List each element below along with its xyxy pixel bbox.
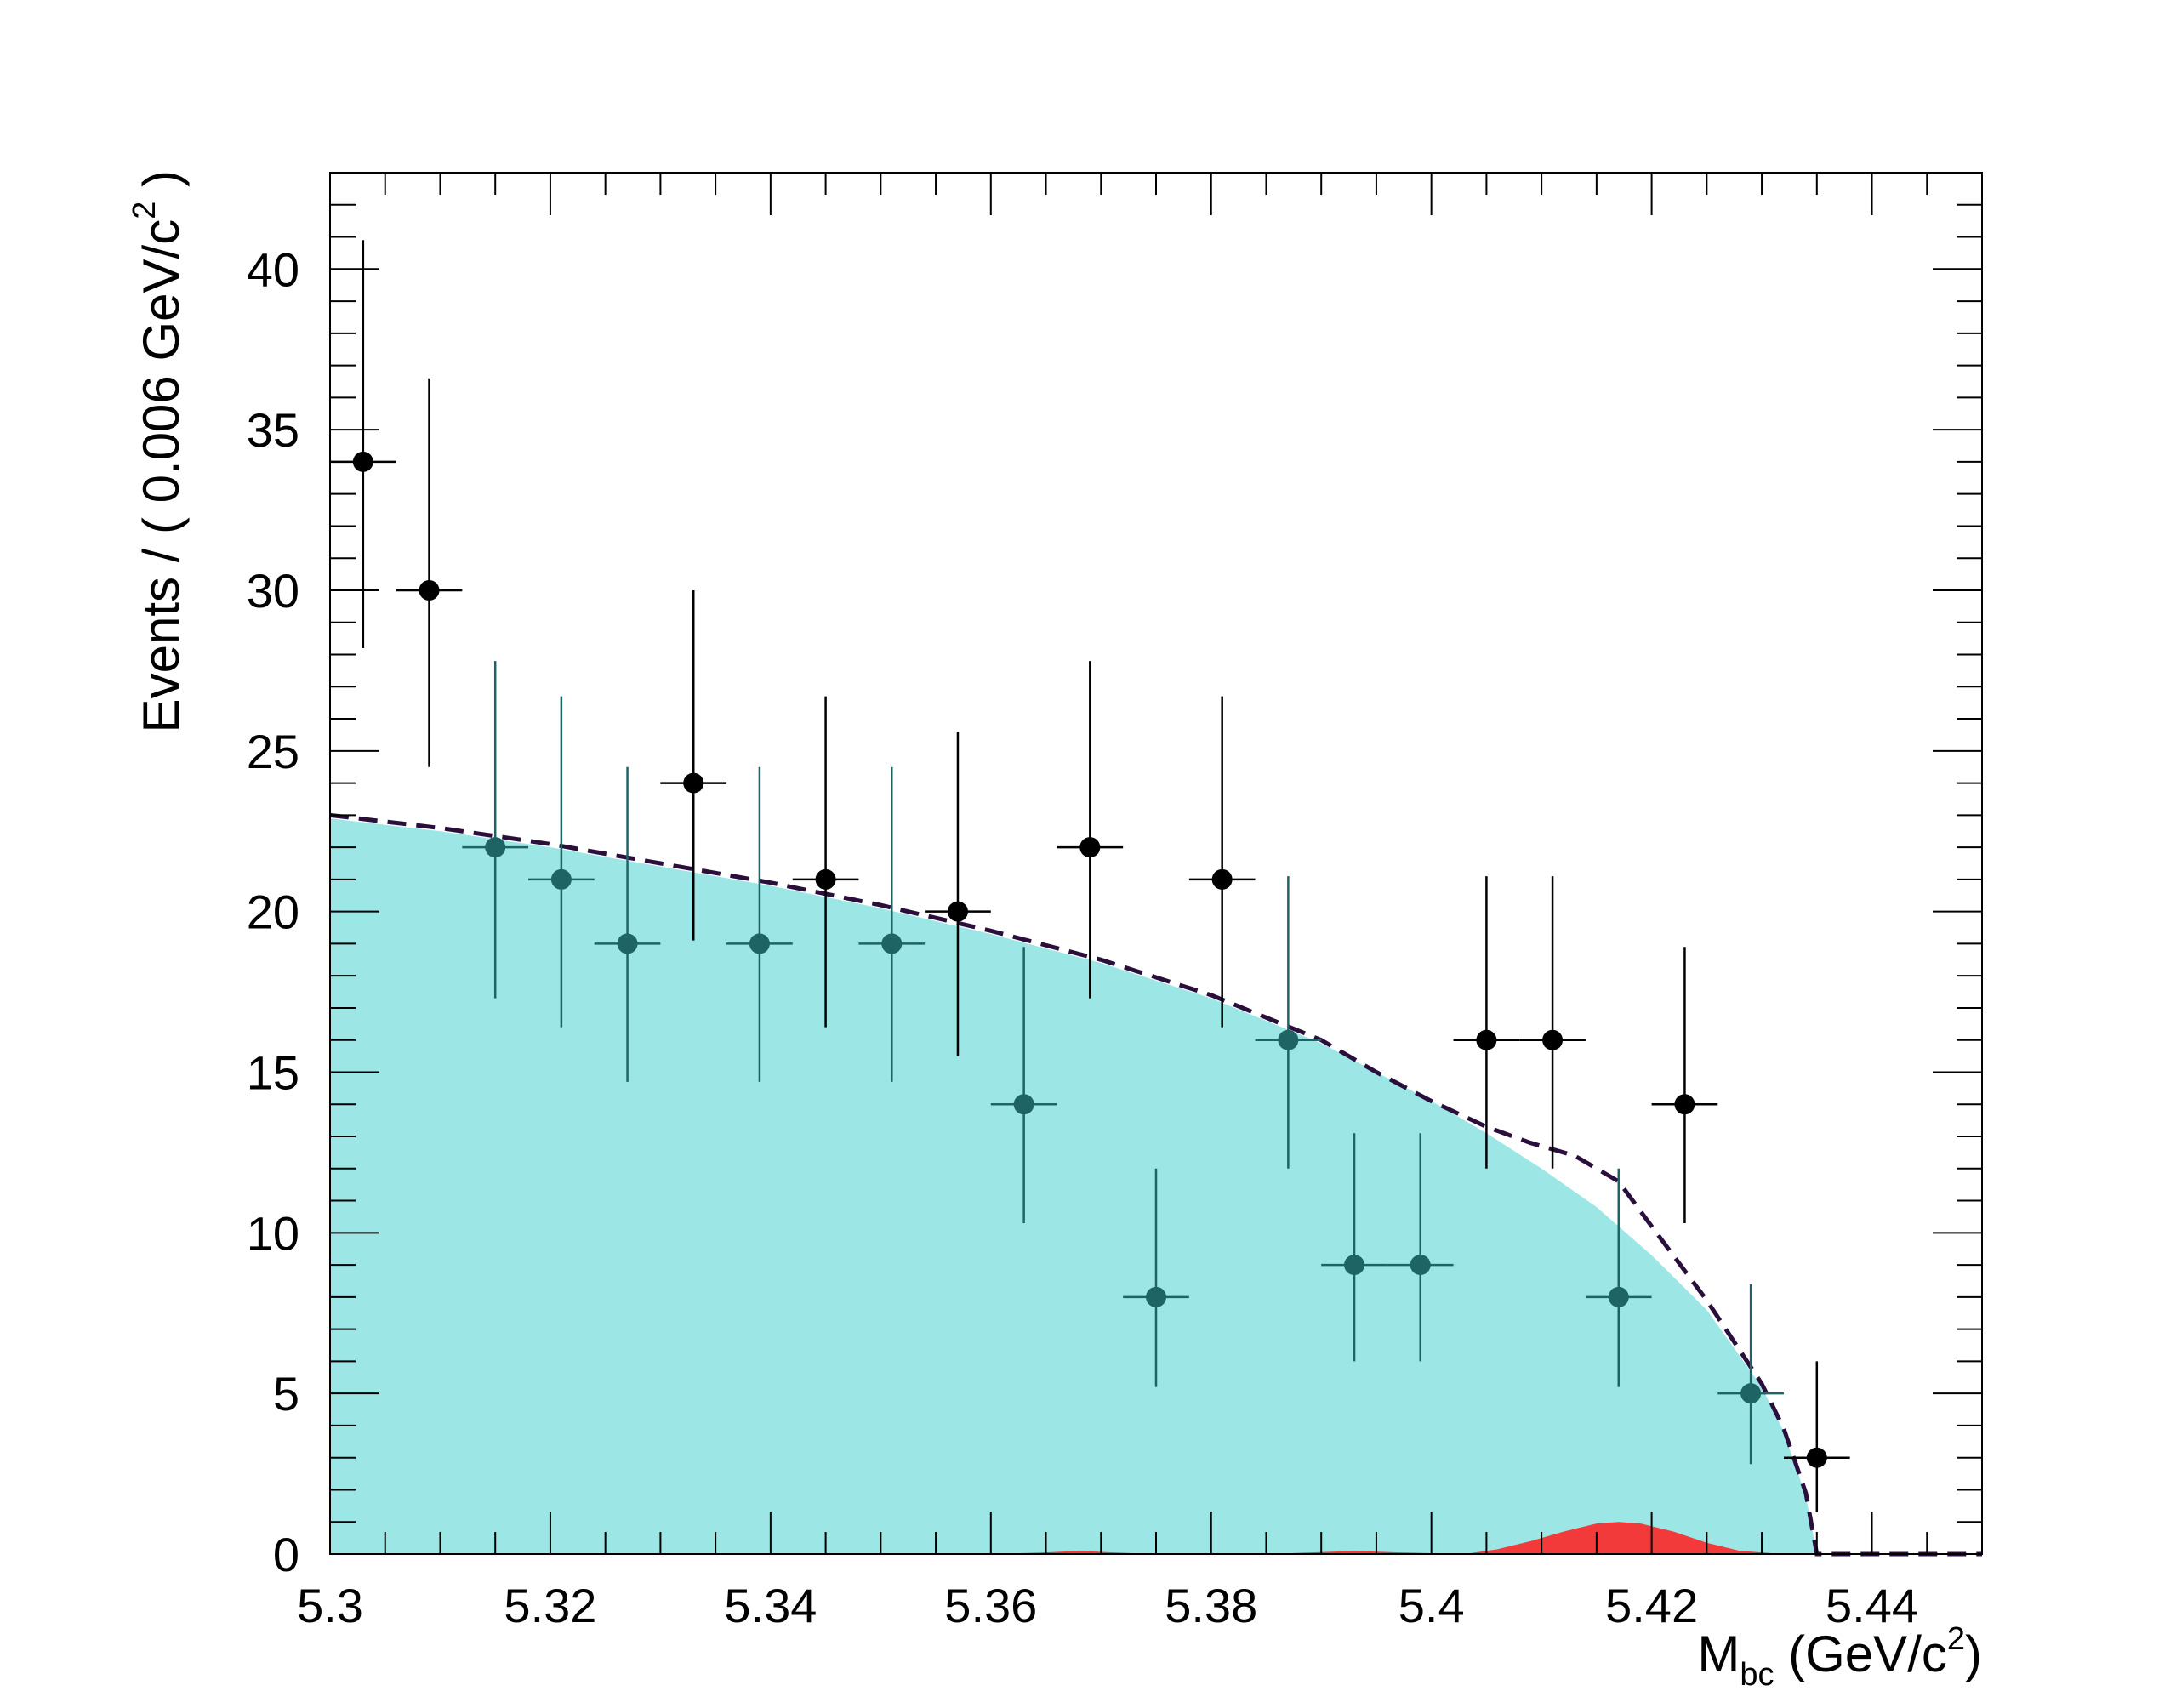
x-tick-label: 5.36 [944, 1579, 1037, 1632]
x-axis-title-unit: (GeV/c [1774, 1625, 1946, 1682]
y-axis-title-close: ) [133, 170, 190, 202]
data-point-black [1806, 1447, 1827, 1468]
data-point-black [683, 772, 704, 794]
data-point-teal [1013, 1094, 1034, 1115]
y-tick-label: 35 [247, 403, 299, 457]
x-tick-label: 5.4 [1398, 1579, 1465, 1632]
total-fit-curve [329, 812, 1982, 1557]
background-area [330, 818, 1817, 1554]
data-point-teal [485, 837, 506, 858]
data-point-black [1674, 1094, 1695, 1115]
data-point-teal [749, 933, 770, 954]
data-point-teal [617, 933, 638, 954]
y-tick-label: 5 [273, 1367, 299, 1420]
data-points [330, 240, 1850, 1512]
y-tick-label: 10 [247, 1206, 299, 1260]
tick-labels: 5.3 5.32 5.34 5.36 5.38 5.4 5.42 5.44 0 5 10 15 20 25… [247, 242, 1918, 1632]
x-tick-label: 5.38 [1165, 1579, 1257, 1632]
total-fit-line [329, 812, 1982, 1557]
data-point-teal [1344, 1255, 1365, 1276]
y-tick-label: 20 [247, 885, 299, 939]
data-point-black [1079, 837, 1101, 858]
y-tick-label: 0 [273, 1528, 299, 1581]
data-point-black [419, 579, 440, 601]
x-tick-label: 5.42 [1605, 1579, 1698, 1632]
x-tick-label: 5.34 [724, 1579, 817, 1632]
data-point-black [352, 451, 373, 472]
data-point-teal [1410, 1255, 1431, 1276]
x-tick-label: 5.3 [297, 1579, 363, 1632]
x-tick-label: 5.44 [1826, 1579, 1918, 1632]
x-axis-title-close: ) [1965, 1625, 1982, 1682]
y-axis-title-main: Events / ( 0.006 GeV/c [133, 219, 190, 733]
y-axis-title-sup: 2 [127, 202, 162, 219]
data-point-teal [550, 868, 572, 890]
data-point-teal [881, 933, 903, 954]
data-point-black [1476, 1029, 1497, 1050]
y-tick-label: 40 [247, 242, 299, 296]
x-tick-label: 5.32 [504, 1579, 596, 1632]
x-axis-title-sub: bc [1740, 1657, 1774, 1693]
axis-ticks [329, 172, 1983, 1555]
y-tick-label: 25 [247, 725, 299, 778]
signal-area [990, 1522, 1784, 1554]
x-axis-title: Mbc (GeV/c2) [1697, 1621, 1982, 1693]
data-point-teal [1608, 1286, 1629, 1307]
y-tick-label: 15 [247, 1045, 299, 1099]
y-axis-title: Events / ( 0.006 GeV/c2 ) [127, 170, 190, 732]
data-point-black [1211, 868, 1233, 890]
data-point-black [947, 901, 968, 922]
x-axis-title-main: M [1697, 1625, 1740, 1682]
data-point-teal [1740, 1383, 1762, 1404]
data-point-teal [1146, 1286, 1166, 1307]
data-point-black [1542, 1029, 1564, 1050]
y-tick-label: 30 [247, 564, 299, 618]
data-point-black [815, 868, 836, 890]
data-point-teal [1278, 1029, 1299, 1050]
x-axis-title-sup: 2 [1947, 1621, 1965, 1657]
background-areas [330, 818, 1817, 1554]
